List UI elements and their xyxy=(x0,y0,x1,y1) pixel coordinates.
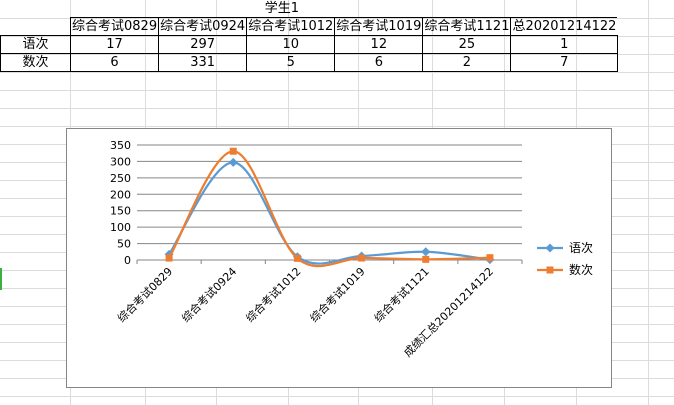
data-point-0 xyxy=(421,247,431,257)
y-tick-label: 150 xyxy=(110,205,131,218)
x-tick-label: 综合考试0924 xyxy=(179,264,240,325)
header-cell-4[interactable]: 综合考试1121 xyxy=(422,17,512,36)
header-cell-0[interactable]: 综合考试0829 xyxy=(69,17,160,36)
x-tick-label: 综合考试0829 xyxy=(114,264,175,325)
legend-label-0: 语次 xyxy=(569,241,593,255)
x-tick-label: 综合考试1121 xyxy=(371,264,432,325)
cell-1-4[interactable]: 2 xyxy=(422,53,512,72)
header-cell-3[interactable]: 综合考试1019 xyxy=(334,17,424,36)
cell-1-0[interactable]: 6 xyxy=(69,53,160,72)
header-cell-5[interactable]: 总20201214122 xyxy=(510,17,618,36)
row-label-1[interactable]: 数次 xyxy=(0,53,71,72)
data-point-0 xyxy=(164,249,174,259)
row-label-0[interactable]: 语次 xyxy=(0,35,71,54)
x-tick-label: 综合考试1012 xyxy=(243,264,304,325)
data-point-1 xyxy=(486,254,494,262)
y-tick-label: 200 xyxy=(110,188,131,201)
data-point-0 xyxy=(228,157,238,167)
cell-0-4[interactable]: 25 xyxy=(422,35,512,54)
cell-1-2[interactable]: 5 xyxy=(246,53,336,72)
legend-marker-1 xyxy=(546,266,554,274)
cell-0-2[interactable]: 10 xyxy=(246,35,336,54)
header-cell-2[interactable]: 综合考试1012 xyxy=(246,17,336,36)
cell-0-1[interactable]: 297 xyxy=(158,35,248,54)
data-point-1 xyxy=(293,254,301,262)
data-point-1 xyxy=(422,255,430,263)
legend-label-1: 数次 xyxy=(569,262,593,277)
data-point-1 xyxy=(165,254,173,262)
y-tick-label: 350 xyxy=(110,139,131,152)
series-line-1 xyxy=(168,150,490,268)
selection-edge-mark xyxy=(0,268,2,290)
header-cell-1[interactable]: 综合考试0924 xyxy=(158,17,248,36)
data-table: 学生1 综合考试0829 综合考试0924 综合考试1012 综合考试1019 … xyxy=(0,0,618,72)
table-title[interactable]: 学生1 xyxy=(264,1,299,16)
y-tick-label: 0 xyxy=(124,254,131,267)
header-corner-cell[interactable] xyxy=(1,18,71,36)
line-chart[interactable]: 0 50 100 150 200 250 300 350 综合考试0829 综合考试0924 综合考… xyxy=(66,128,612,388)
y-tick-label: 50 xyxy=(117,238,131,251)
legend-marker-0 xyxy=(545,243,555,253)
y-tick-label: 300 xyxy=(110,155,131,168)
cell-1-5[interactable]: 7 xyxy=(510,53,618,72)
cell-0-0[interactable]: 17 xyxy=(69,35,160,54)
cell-0-3[interactable]: 12 xyxy=(334,35,424,54)
y-tick-label: 250 xyxy=(110,172,131,185)
cell-1-1[interactable]: 331 xyxy=(158,53,248,72)
x-tick-label: 综合考试1019 xyxy=(307,264,368,325)
y-tick-label: 100 xyxy=(110,221,131,234)
data-point-1 xyxy=(229,147,237,155)
data-point-1 xyxy=(358,254,366,262)
cell-1-3[interactable]: 6 xyxy=(334,53,424,72)
cell-0-5[interactable]: 1 xyxy=(510,35,618,54)
